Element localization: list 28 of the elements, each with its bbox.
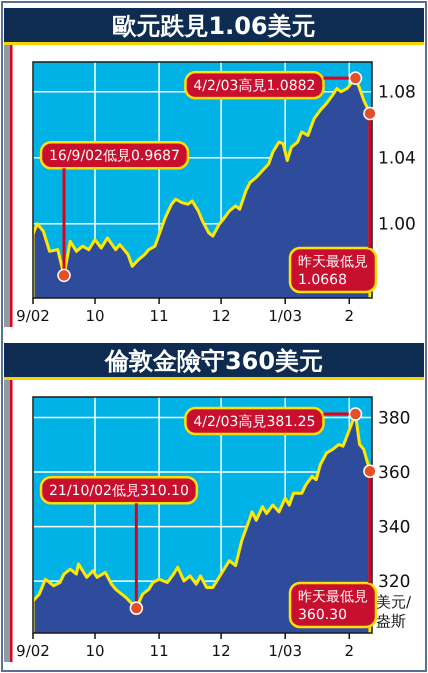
annotation: 昨天最低見 1.0668 — [298, 254, 368, 288]
x-tick-label: 9/02 — [16, 642, 50, 660]
x-tick-label: 1/03 — [268, 307, 302, 325]
y-tick-label: 340 — [378, 518, 410, 538]
x-tick-label: 9/02 — [16, 307, 50, 325]
x-tick-label: 2 — [344, 642, 354, 660]
y-tick-label: 320 — [378, 572, 410, 592]
chart-title: 倫敦金險守360美元 — [104, 347, 324, 375]
annotation: 4/2/03高見381.25 — [193, 414, 316, 430]
chart-title: 歐元跌見1.06美元 — [112, 12, 316, 40]
x-tick-label: 1/03 — [268, 642, 302, 660]
x-tick-label: 2 — [344, 307, 354, 325]
x-tick-label: 12 — [212, 307, 231, 325]
x-tick-label: 11 — [150, 642, 169, 660]
y-tick-label: 1.08 — [378, 82, 416, 103]
x-tick-label: 11 — [150, 307, 169, 325]
x-tick-label: 12 — [212, 642, 231, 660]
y-tick-label: 1.04 — [378, 148, 416, 169]
y-axis-title: 美元/盎斯 — [376, 593, 412, 630]
x-tick-label: 10 — [85, 642, 105, 660]
y-tick-label: 360 — [378, 463, 410, 484]
annotation: 昨天最低見 360.30 — [298, 589, 368, 623]
x-tick-label: 10 — [85, 307, 105, 325]
annotation: 4/2/03高見1.0882 — [193, 78, 316, 94]
annotation: 16/9/02低見0.9687 — [49, 148, 180, 164]
y-tick-label: 1.00 — [378, 214, 416, 235]
annotation: 21/10/02低見310.10 — [49, 483, 189, 500]
y-tick-label: 380 — [378, 408, 410, 428]
